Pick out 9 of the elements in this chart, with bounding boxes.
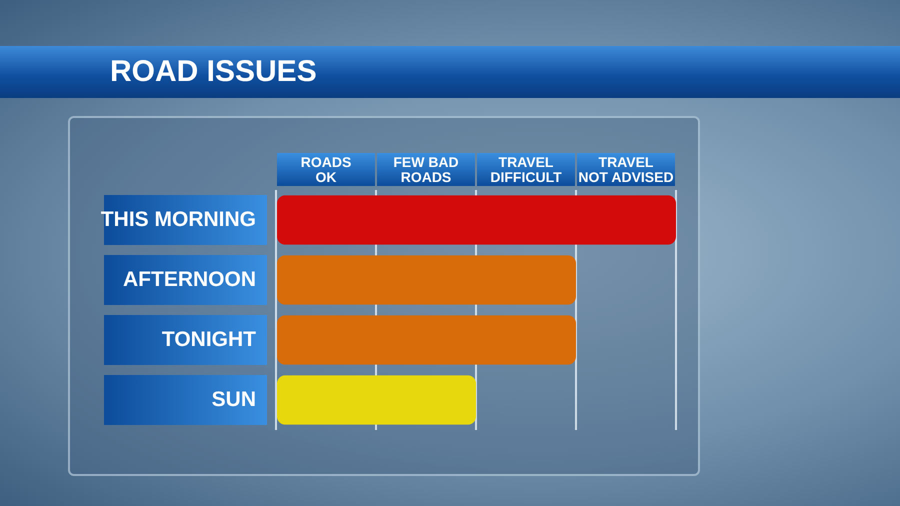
y-tick-label: SUN [212,388,256,411]
text: ROADS OK [277,153,375,186]
y-tick-label: THIS MORNING [100,208,256,231]
y-tick-label: AFTERNOON [123,268,256,291]
chart-title: ROAD ISSUES [110,54,317,90]
text: TRAVEL NOT ADVISED [577,153,675,186]
text: FEW BAD ROADS [377,153,475,186]
y-tick-label: TONIGHT [162,328,256,351]
text: TRAVEL DIFFICULT [477,153,575,186]
